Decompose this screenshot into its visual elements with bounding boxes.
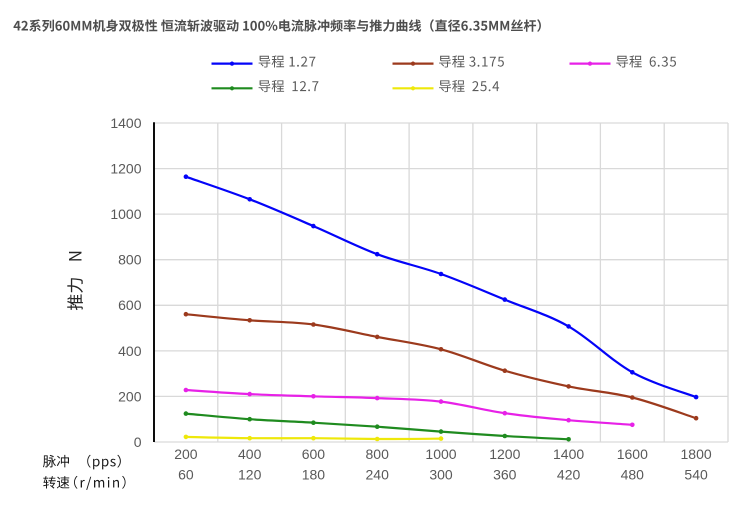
svg-text:300: 300 (429, 467, 453, 483)
svg-text:800: 800 (366, 446, 390, 462)
svg-text:1400: 1400 (553, 446, 584, 462)
svg-text:180: 180 (302, 467, 326, 483)
svg-text:360: 360 (493, 467, 517, 483)
svg-text:60: 60 (178, 467, 194, 483)
svg-text:240: 240 (366, 467, 390, 483)
svg-text:1200: 1200 (489, 446, 520, 462)
svg-text:1000: 1000 (110, 206, 141, 222)
svg-text:800: 800 (118, 252, 142, 268)
svg-text:200: 200 (118, 388, 142, 404)
svg-text:1800: 1800 (681, 446, 712, 462)
svg-text:1400: 1400 (110, 115, 141, 131)
svg-text:1000: 1000 (425, 446, 456, 462)
svg-text:1600: 1600 (617, 446, 648, 462)
svg-text:1200: 1200 (110, 161, 141, 177)
svg-text:420: 420 (557, 467, 581, 483)
svg-text:480: 480 (621, 467, 645, 483)
svg-text:0: 0 (134, 434, 142, 450)
svg-text:200: 200 (174, 446, 198, 462)
svg-text:120: 120 (238, 467, 262, 483)
svg-text:400: 400 (238, 446, 262, 462)
svg-text:600: 600 (302, 446, 326, 462)
svg-text:540: 540 (684, 467, 708, 483)
svg-text:600: 600 (118, 297, 142, 313)
svg-text:400: 400 (118, 343, 142, 359)
